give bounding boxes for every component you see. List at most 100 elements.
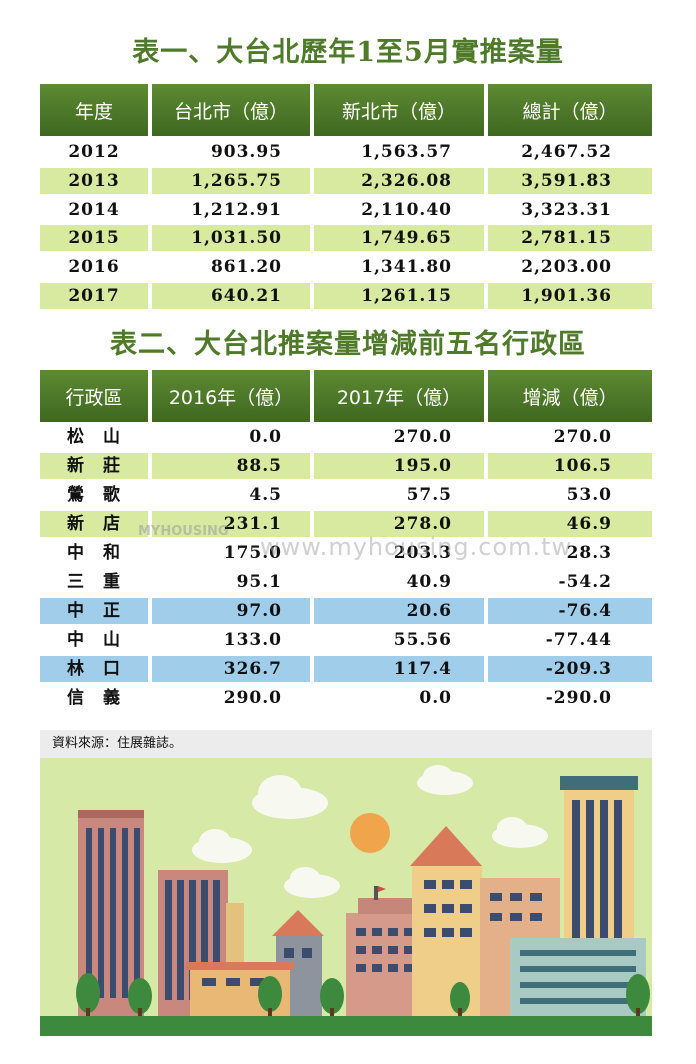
table2-cell: 三 重 <box>67 572 121 592</box>
table1-cell: 1,212.91 <box>191 199 282 220</box>
table2-cell: 0.0 <box>249 427 282 447</box>
table1-row-background <box>152 225 310 252</box>
table1-row-background <box>488 283 652 309</box>
table2-row-background <box>152 598 310 624</box>
table1-row-background <box>152 167 310 194</box>
table2-cell: 117.4 <box>393 659 452 679</box>
table1-cell: 903.95 <box>210 142 282 162</box>
table2-cell: 鶯 歌 <box>67 485 121 505</box>
table2-cell: 278.0 <box>393 514 452 534</box>
table2-cell: -290.0 <box>545 688 612 708</box>
table1-cell: 640.21 <box>210 286 282 306</box>
table2-row-background <box>488 511 652 537</box>
table2-title: 表二、大台北推案量增減前五名行政區 <box>110 329 586 360</box>
table2-cell: 133.0 <box>223 630 282 650</box>
table2-row-background <box>488 598 652 624</box>
table2-row-background <box>314 453 484 479</box>
table2-row-background <box>488 453 652 479</box>
table1-cell: 2016 <box>68 257 120 278</box>
table1-cell: 2014 <box>68 199 120 220</box>
table1-header-0: 年度 <box>40 84 148 136</box>
table2-cell: 57.5 <box>406 485 452 505</box>
table2-header-0: 行政區 <box>40 370 148 422</box>
table2-cell: 中 和 <box>67 543 121 563</box>
table1-cell: 2,781.15 <box>521 228 612 249</box>
table1-row-background <box>314 225 484 252</box>
table1-header-3: 總計（億） <box>488 84 652 136</box>
table1-cell: 2013 <box>68 170 120 191</box>
table2-cell: 53.0 <box>566 485 612 505</box>
table2-header-3: 增減（億） <box>488 370 652 422</box>
table2-cell: 4.5 <box>249 485 282 505</box>
table2-row-background <box>152 656 310 682</box>
table1-cell: 1,261.15 <box>361 286 452 306</box>
table2-cell: 46.9 <box>566 514 612 534</box>
watermark-logo: MYHOUSING <box>138 524 229 539</box>
table2-cell: 97.0 <box>236 601 282 621</box>
table2-row-background <box>40 511 148 537</box>
table1-title: 表一、大台北歷年1至5月實推案量 <box>132 37 564 68</box>
table1-cell: 2012 <box>68 142 120 162</box>
table2-cell: 55.56 <box>393 630 452 650</box>
table1-header-2: 新北市（億） <box>314 84 484 136</box>
table1-cell: 2,110.40 <box>361 199 452 220</box>
table2-cell: 106.5 <box>553 456 612 476</box>
table1-cell: 3,323.31 <box>521 199 612 220</box>
table1-cell: 2,203.00 <box>521 257 612 278</box>
table2-cell: 203.3 <box>393 543 452 563</box>
table2-cell: 88.5 <box>236 456 282 476</box>
table2-cell: -54.2 <box>558 572 612 592</box>
table2-cell: 95.1 <box>236 572 282 592</box>
table2-cell: 新 店 <box>67 514 121 534</box>
source-note: 資料來源：住展雜誌。 <box>40 730 652 758</box>
table2-cell: 326.7 <box>223 659 282 679</box>
table1-cell: 2015 <box>68 228 120 249</box>
table2-cell: 231.1 <box>223 514 282 534</box>
table2-cell: 林 口 <box>67 659 121 679</box>
table1-cell: 1,901.36 <box>521 286 612 306</box>
table2-cell: 20.6 <box>406 601 452 621</box>
table2-cell: 松 山 <box>67 427 121 447</box>
table2-row-background <box>314 598 484 624</box>
table2-cell: 中 山 <box>67 630 121 650</box>
table2-row-background <box>40 656 148 682</box>
table1-cell: 1,031.50 <box>191 228 282 249</box>
table2-row-background <box>40 598 148 624</box>
table2-cell: -209.3 <box>545 659 612 679</box>
table2-row-background <box>314 511 484 537</box>
table2-cell: 195.0 <box>393 456 452 476</box>
table2-cell: 270.0 <box>393 427 452 447</box>
table1-row-background <box>314 167 484 194</box>
table2-cell: 270.0 <box>553 427 612 447</box>
table1-row-background <box>40 167 148 194</box>
table2-row-background <box>488 656 652 682</box>
table1-cell: 3,591.83 <box>521 170 612 191</box>
table2-row-background <box>40 453 148 479</box>
table1-cell: 2,326.08 <box>361 170 452 191</box>
table2-row-background <box>152 511 310 537</box>
table1-cell: 1,563.57 <box>361 142 452 162</box>
table1-header-1: 台北市（億） <box>152 84 310 136</box>
table1-row-background <box>314 283 484 309</box>
table2-cell: -77.44 <box>545 630 612 650</box>
table2-cell: 40.9 <box>406 572 452 592</box>
table2-header-2: 2017年（億） <box>314 370 484 422</box>
table1-row-background <box>40 225 148 252</box>
table1-cell: 2017 <box>68 286 120 306</box>
table2-cell: 290.0 <box>223 688 282 708</box>
table2-row-background <box>314 656 484 682</box>
table2-cell: 新 莊 <box>67 456 121 476</box>
table2-cell: 中 正 <box>67 601 121 621</box>
table2-row-background <box>152 453 310 479</box>
table2-cell: 信 義 <box>67 688 121 708</box>
table1-cell: 1,341.80 <box>361 257 452 278</box>
table1-cell: 1,749.65 <box>361 228 452 249</box>
table1-cell: 1,265.75 <box>191 170 282 191</box>
table1-row-background <box>152 283 310 309</box>
city-illustration <box>40 758 652 1036</box>
table1-row-background <box>488 225 652 252</box>
table1-cell: 861.20 <box>210 257 282 278</box>
table1-cell: 2,467.52 <box>521 142 612 162</box>
table2-cell: 0.0 <box>419 688 452 708</box>
table1-row-background <box>40 283 148 309</box>
